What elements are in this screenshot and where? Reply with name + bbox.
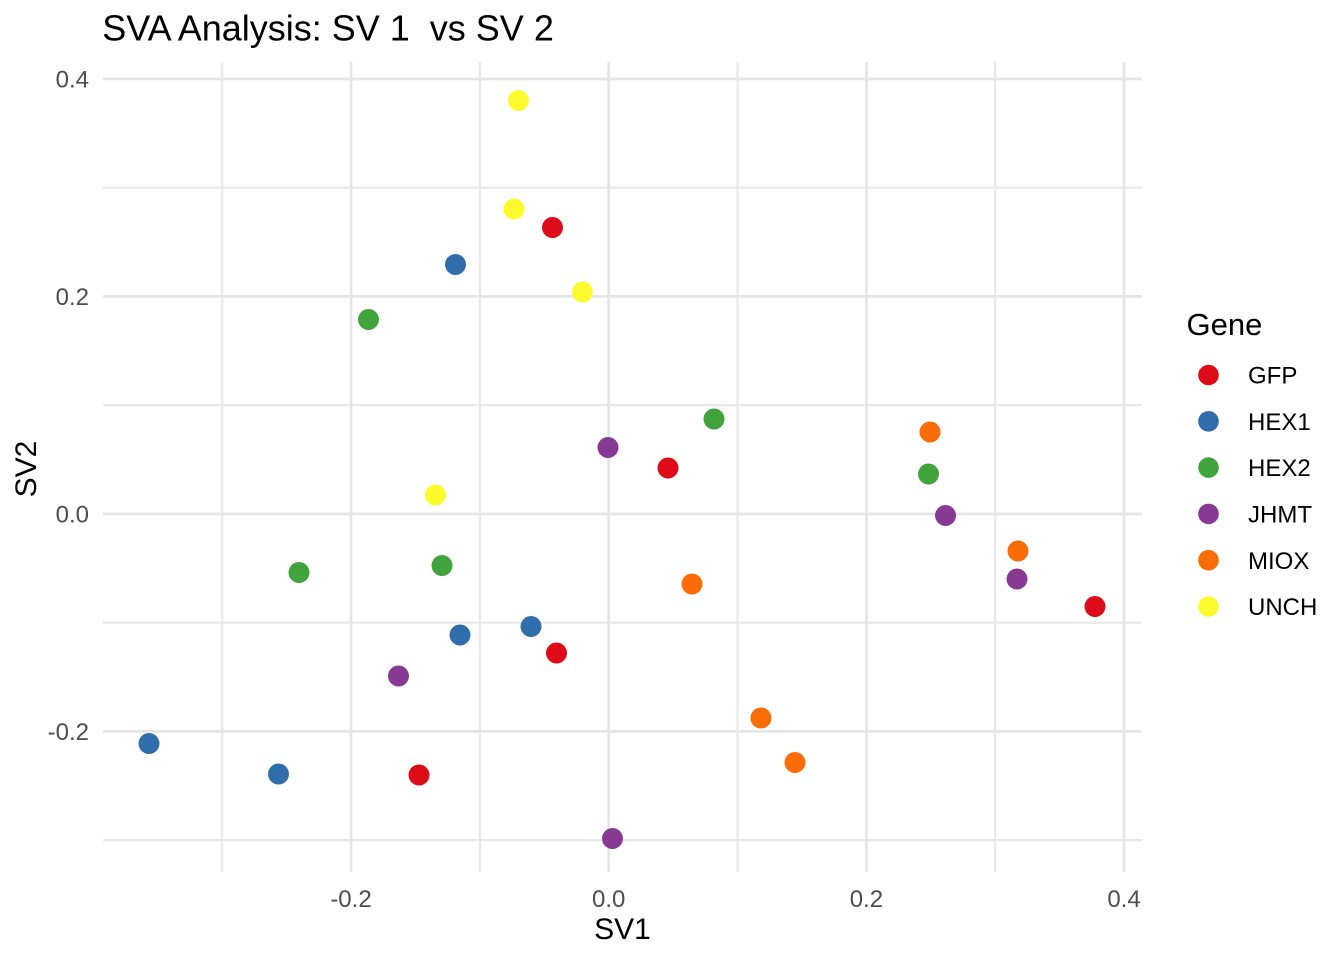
svg-text:MIOX: MIOX	[1248, 548, 1309, 575]
svg-text:0.2: 0.2	[56, 284, 89, 311]
svg-text:0.0: 0.0	[56, 502, 89, 529]
svg-text:0.4: 0.4	[1107, 886, 1140, 913]
svg-text:-0.2: -0.2	[48, 719, 89, 746]
svg-text:SV1: SV1	[594, 913, 651, 946]
svg-text:0.2: 0.2	[850, 886, 883, 913]
svg-text:GFP: GFP	[1248, 363, 1297, 390]
svg-text:JHMT: JHMT	[1248, 502, 1312, 529]
svg-text:UNCH: UNCH	[1248, 594, 1317, 621]
svg-text:-0.2: -0.2	[330, 886, 371, 913]
svg-text:Gene: Gene	[1187, 307, 1263, 342]
svg-text:SV2: SV2	[10, 441, 43, 498]
svg-text:0.0: 0.0	[592, 886, 625, 913]
svg-text:SVA Analysis: SV 1 vs SV 2: SVA Analysis: SV 1 vs SV 2	[102, 7, 554, 48]
svg-text:HEX2: HEX2	[1248, 455, 1311, 482]
svg-text:0.4: 0.4	[56, 67, 89, 94]
svg-text:HEX1: HEX1	[1248, 409, 1311, 436]
